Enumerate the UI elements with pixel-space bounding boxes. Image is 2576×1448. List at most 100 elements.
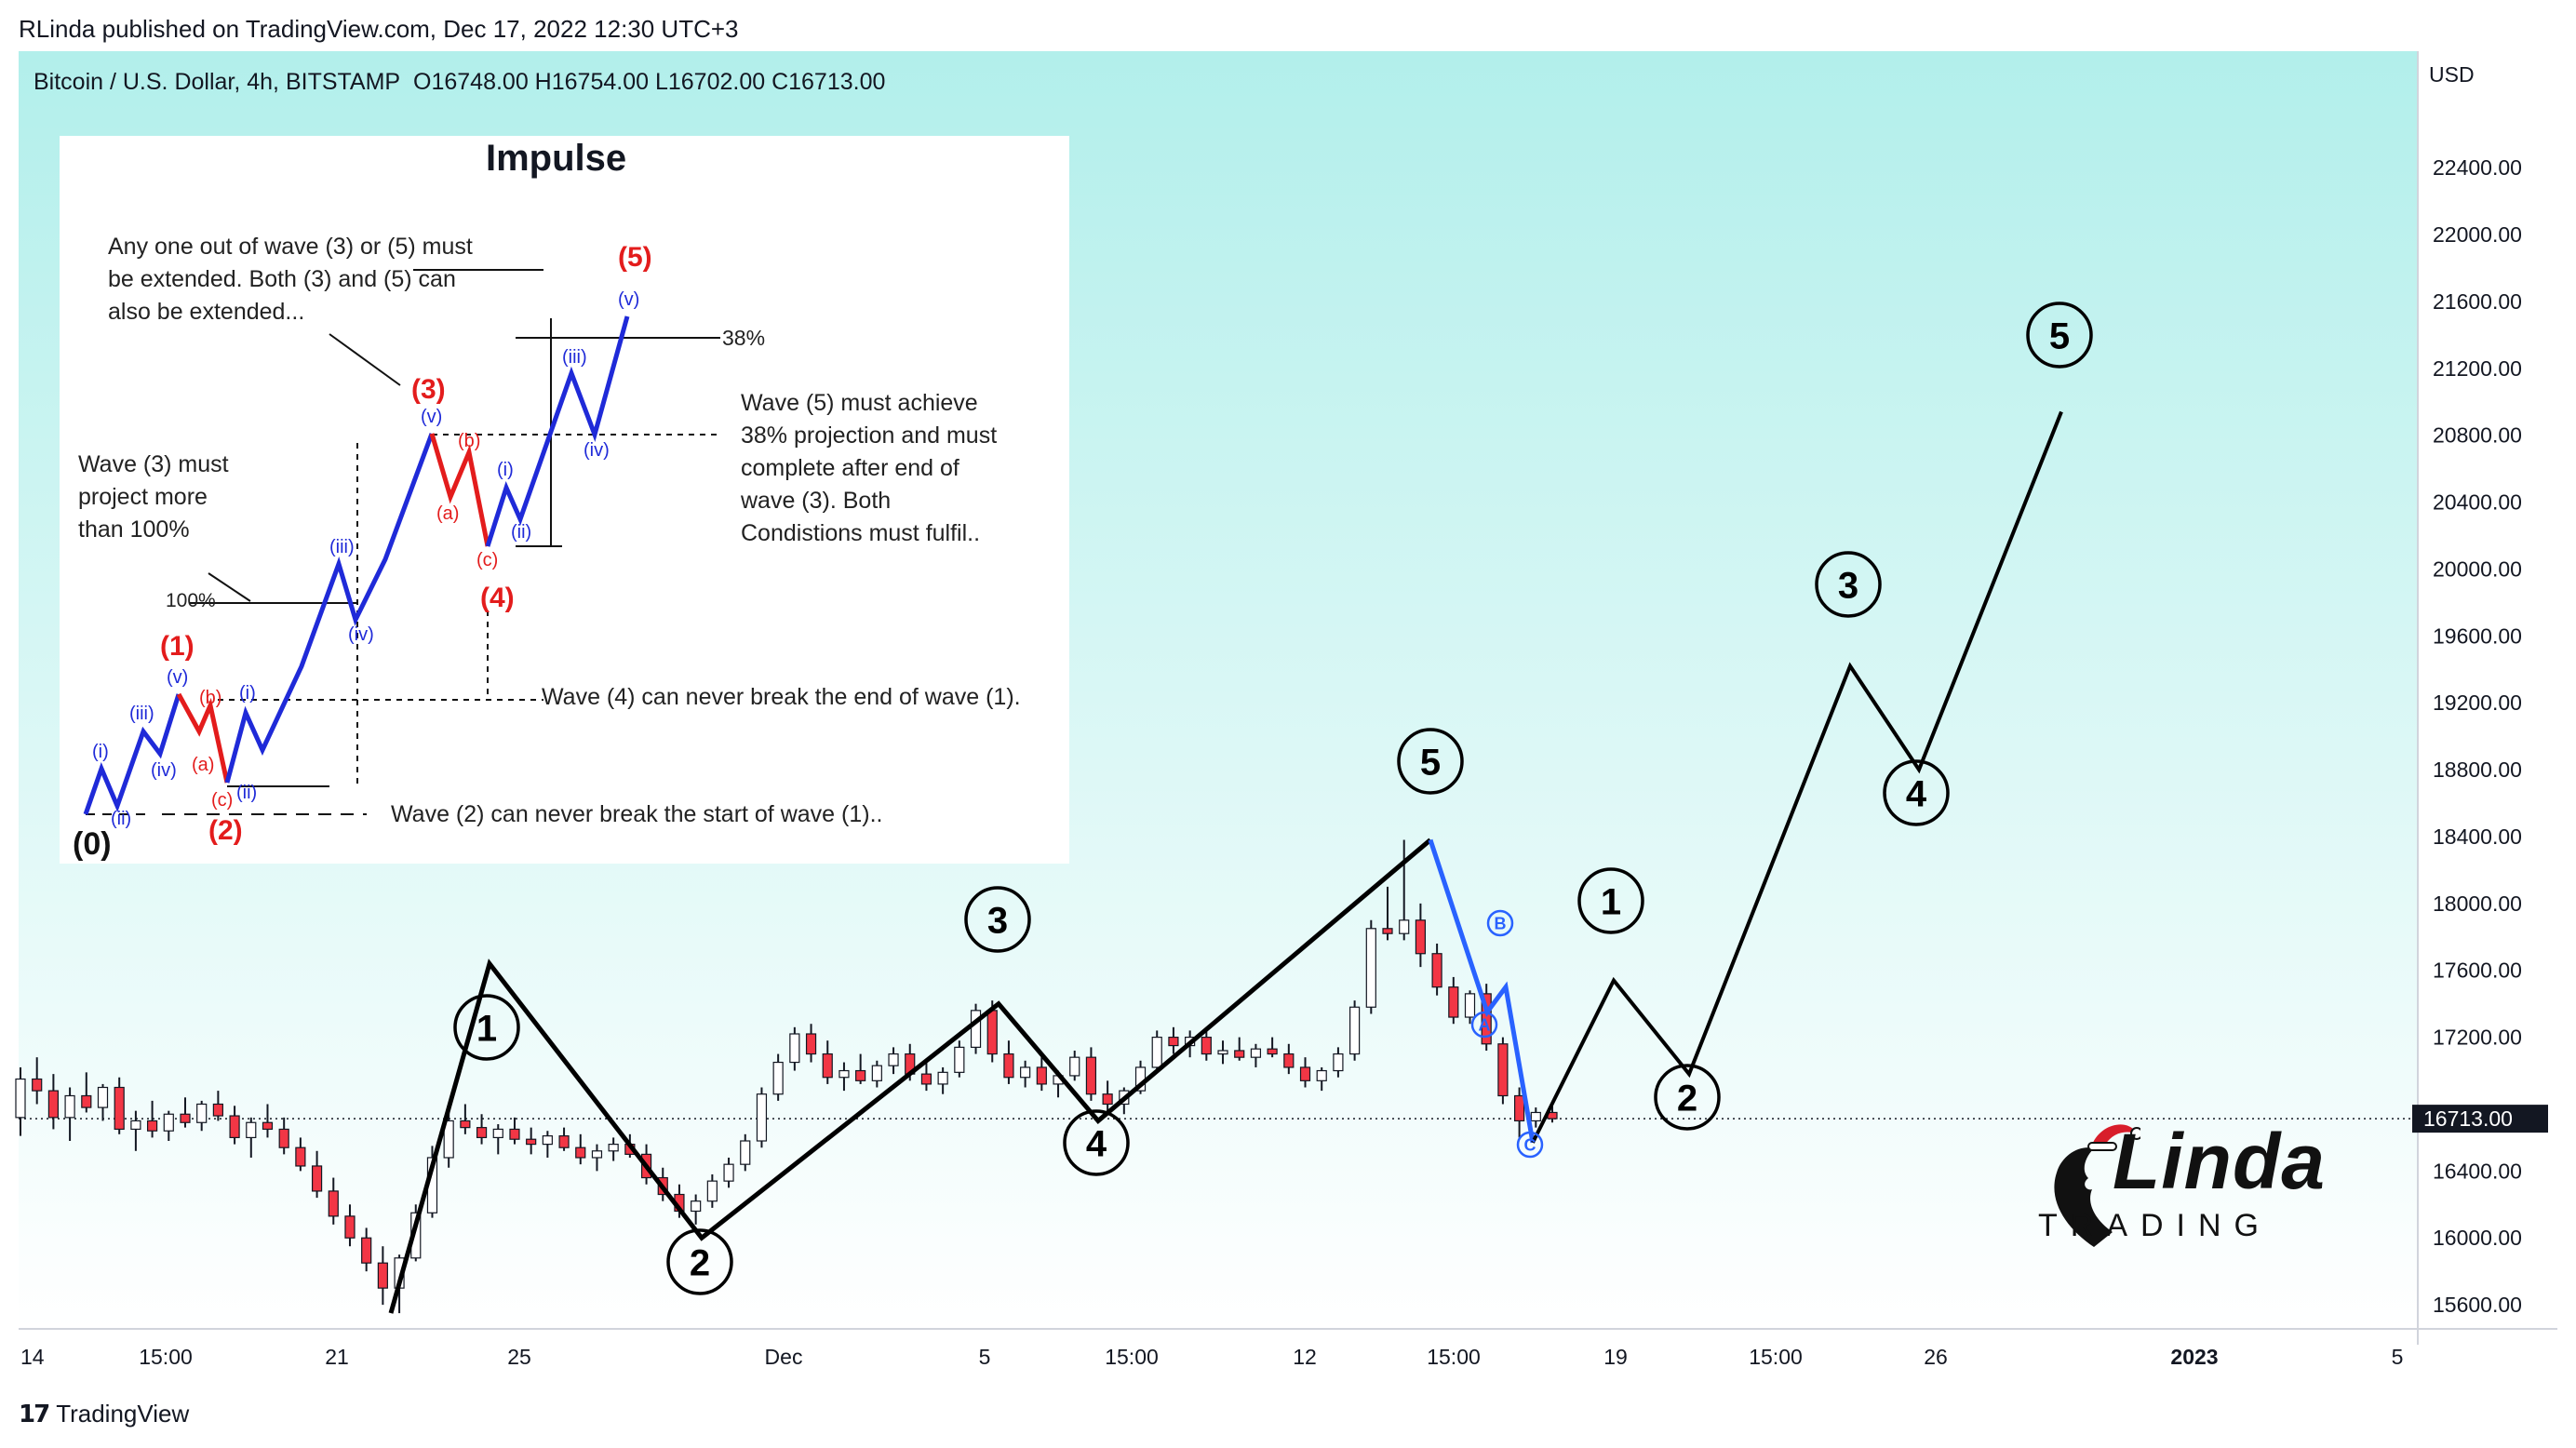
candle xyxy=(1168,1026,1179,1054)
svg-text:(iv): (iv) xyxy=(151,760,177,781)
impulse-red-path-2 xyxy=(176,692,230,784)
candle xyxy=(1382,886,1393,941)
brand-subtitle: TRADING xyxy=(2038,1208,2272,1243)
candle-body xyxy=(1365,928,1376,1008)
inset-title: Impulse xyxy=(486,138,627,179)
woman-profile-icon xyxy=(2054,1124,2140,1247)
candle-body xyxy=(986,1010,998,1055)
svg-text:(iv): (iv) xyxy=(348,624,374,645)
candle xyxy=(1085,1047,1097,1101)
candle xyxy=(756,1087,768,1148)
impulse-wave-path xyxy=(388,838,1432,1314)
candle-body xyxy=(1283,1052,1295,1068)
symbol-name: Bitcoin / U.S. Dollar, 4h, BITSTAMP xyxy=(34,69,401,95)
candle xyxy=(1497,1037,1509,1105)
impulse-wave-diagram: (i) (ii) (iii) (iv) (v) (i) (ii) (iii) (iv) (v… xyxy=(60,136,1069,864)
candle xyxy=(1283,1043,1295,1075)
y-tick-label: 21600.00 xyxy=(2433,289,2522,314)
candle xyxy=(1102,1080,1113,1111)
candle xyxy=(1020,1060,1031,1088)
candle xyxy=(1431,943,1442,996)
candle-body xyxy=(114,1086,125,1131)
candle xyxy=(32,1057,43,1105)
y-tick-label: 20000.00 xyxy=(2433,556,2522,581)
y-tick-label: 21200.00 xyxy=(2433,356,2522,381)
candle-body xyxy=(723,1163,734,1182)
candle-body xyxy=(526,1138,537,1146)
candle xyxy=(47,1074,59,1130)
wave-label-circle xyxy=(2026,302,2093,369)
candle-body xyxy=(361,1237,372,1264)
candle-body xyxy=(1069,1056,1080,1077)
x-tick-label: 15:00 xyxy=(139,1345,193,1369)
wave-label-circle xyxy=(453,994,520,1061)
candle xyxy=(1448,976,1459,1025)
candle xyxy=(229,1106,240,1145)
candle xyxy=(1267,1037,1278,1058)
candle-body xyxy=(146,1120,158,1132)
x-tick-label: 5 xyxy=(2392,1345,2404,1369)
candle xyxy=(377,1246,388,1306)
candle xyxy=(970,1003,982,1054)
candle-body xyxy=(772,1061,784,1095)
tradingview-brand: TradingView xyxy=(56,1400,190,1428)
candle-body xyxy=(706,1180,718,1202)
x-tick-label: 2023 xyxy=(2170,1345,2218,1369)
candle xyxy=(509,1117,520,1145)
candle xyxy=(1415,903,1427,968)
candle xyxy=(476,1114,488,1145)
svg-text:(ii): (ii) xyxy=(511,522,531,543)
candle xyxy=(805,1024,817,1063)
candle xyxy=(1530,1107,1541,1128)
candle xyxy=(1399,839,1410,941)
candle xyxy=(492,1124,503,1155)
correction-label-A: A xyxy=(1470,1011,1498,1039)
y-tick-label: 15600.00 xyxy=(2433,1293,2522,1317)
projection-label-3: 3 xyxy=(1815,551,1882,618)
candle xyxy=(526,1127,537,1155)
svg-text:(v): (v) xyxy=(167,667,188,688)
x-tick-label: 15:00 xyxy=(1427,1345,1481,1369)
svg-text:(iii): (iii) xyxy=(129,704,154,724)
wave-label-text: 4 xyxy=(1906,773,1927,814)
projection-label-4: 4 xyxy=(1883,759,1950,826)
candle xyxy=(920,1060,932,1092)
impulse-blue-path-1 xyxy=(83,693,181,815)
candle xyxy=(1003,1040,1014,1084)
candle-body xyxy=(180,1113,191,1123)
correction-label-C: C xyxy=(1516,1131,1544,1159)
candle xyxy=(15,1066,26,1136)
svg-text:(iii): (iii) xyxy=(329,537,355,557)
wave-label-text: 3 xyxy=(987,900,1008,941)
svg-text:(i): (i) xyxy=(239,683,256,704)
candle-body xyxy=(1217,1050,1228,1055)
correction-label-B: B xyxy=(1486,909,1514,937)
candle-body xyxy=(789,1033,800,1064)
candle-body xyxy=(839,1069,850,1079)
candle-body xyxy=(970,1010,982,1048)
svg-text:(a): (a) xyxy=(436,503,459,524)
candle-body xyxy=(1349,1006,1361,1055)
candle xyxy=(81,1072,92,1113)
candle xyxy=(130,1110,141,1151)
wave-label-5: 5 xyxy=(1397,728,1464,795)
candle xyxy=(97,1083,109,1121)
candle-body xyxy=(575,1146,586,1159)
wave-label-2: 2 xyxy=(666,1228,733,1295)
candle-body xyxy=(328,1190,339,1217)
y-tick-label: 19600.00 xyxy=(2433,623,2522,648)
candle-body xyxy=(871,1065,882,1081)
candle xyxy=(871,1060,882,1088)
candle-body xyxy=(81,1094,92,1108)
svg-text:(b): (b) xyxy=(458,431,480,451)
candle-body xyxy=(954,1046,965,1073)
svg-text:(v): (v) xyxy=(421,407,442,427)
candle-body xyxy=(460,1120,471,1129)
svg-text:(i): (i) xyxy=(497,460,514,480)
candle xyxy=(311,1150,323,1199)
candle xyxy=(1349,1000,1361,1061)
candle-body xyxy=(311,1165,323,1192)
tradingview-footer[interactable]: 𝟭𝟳 TradingView xyxy=(19,1400,189,1428)
ohlc-values: O16748.00 H16754.00 L16702.00 C16713.00 xyxy=(413,69,886,95)
candle xyxy=(723,1157,734,1188)
